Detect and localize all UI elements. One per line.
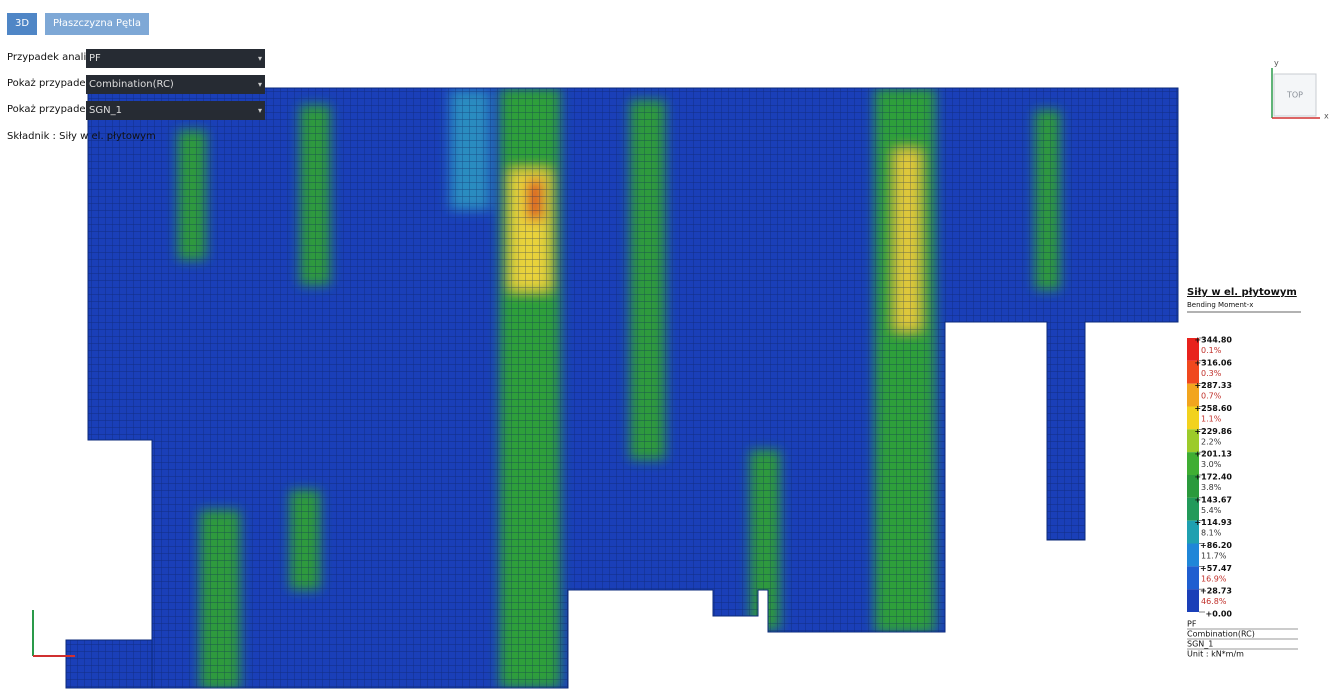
control-label: Przypadek analiz [7,52,91,63]
legend-band [1187,544,1199,567]
legend-percent: 3.8% [1201,483,1222,492]
contour-plot [60,80,1190,691]
legend-level: +258.60 [1194,404,1232,413]
legend-level: +172.40 [1194,473,1232,482]
legend-percent: 0.7% [1201,392,1222,401]
dropdown[interactable]: Combination(RC) [86,75,265,94]
axis-label: y [1274,59,1279,68]
legend-percent: 1.1% [1201,415,1222,424]
legend-footer: SGN_1 [1187,640,1213,649]
control-label: Pokaż przypadek [7,104,91,115]
legend-level: +316.06 [1194,358,1232,367]
legend-percent: 2.2% [1201,437,1222,446]
legend-footer: PF [1187,620,1197,629]
legend-percent: 0.1% [1201,346,1222,355]
dropdown[interactable]: PF [86,49,265,68]
legend-percent: 3.0% [1201,460,1222,469]
legend-percent: 46.8% [1201,597,1227,606]
dropdown[interactable]: SGN_1 [86,101,265,120]
legend-percent: 5.4% [1201,506,1222,515]
legend-level: +114.93 [1194,518,1232,527]
legend-percent: 0.3% [1201,369,1222,378]
legend-level: +143.67 [1194,495,1232,504]
control-label: Pokaż przypadek [7,78,91,89]
legend-level: +201.13 [1194,450,1232,459]
tab[interactable]: Płaszczyzna Pętla [45,13,149,35]
axis-label: x [1324,112,1329,121]
legend-footer: Unit : kN*m/m [1187,650,1244,659]
legend-band [1187,566,1199,589]
legend-subtitle: Bending Moment-x [1187,301,1253,309]
legend-level: +0.00 [1206,610,1233,619]
legend-level: +287.33 [1194,381,1232,390]
legend-percent: 8.1% [1201,529,1222,538]
legend-percent: 16.9% [1201,574,1227,583]
legend-level: +344.80 [1194,336,1232,345]
legend-percent: 11.7% [1201,552,1227,561]
view-cube-label: TOP [1286,91,1303,100]
legend-title: Siły w el. płytowym [1187,287,1297,298]
tab[interactable]: 3D [7,13,37,35]
component-label: Składnik : Siły w el. płytowym [7,131,156,142]
legend-band [1187,589,1199,612]
legend-level: +57.47 [1200,564,1232,573]
legend-level: +86.20 [1200,541,1232,550]
legend-level: +229.86 [1194,427,1232,436]
legend-level: +28.73 [1200,587,1232,596]
legend-footer: Combination(RC) [1187,630,1255,639]
screen: TOP y x Siły w el. płytowym Bending Moment-x… [0,0,1338,691]
